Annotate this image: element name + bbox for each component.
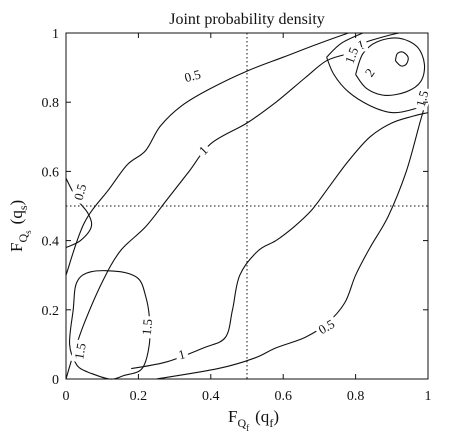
y-tick-label: 0.2 — [42, 304, 60, 319]
x-tick-label: 0.4 — [202, 389, 220, 404]
y-label-main: F — [7, 243, 26, 252]
contour-label-background — [340, 42, 363, 69]
x-tick-label: 0 — [63, 389, 70, 404]
y-label-subsub: s — [23, 230, 33, 234]
contour-label: 1.5 — [413, 89, 432, 109]
contour-lines — [65, 32, 429, 380]
y-tick-label: 0.8 — [42, 96, 60, 111]
contour-line-0-5 — [156, 95, 429, 380]
contour-label: 0.5 — [316, 316, 338, 337]
x-tick-label: 1 — [425, 389, 432, 404]
x-label-arg-close: ) — [273, 407, 279, 426]
contour-label: 1 — [177, 346, 187, 362]
x-tick-label: 0.6 — [274, 389, 292, 404]
contour-label-background — [173, 345, 190, 364]
x-label-sub: Q — [237, 416, 246, 430]
contour-line-1-5 — [68, 270, 151, 380]
contour-line-1-5 — [326, 56, 429, 114]
y-label-arg-sub: s — [16, 205, 30, 210]
y-label-sub: Q — [16, 234, 30, 243]
y-tick-label: 0 — [52, 373, 59, 388]
contour-label-background — [313, 314, 340, 339]
y-tick-label: 1 — [52, 27, 59, 42]
contour-line-1 — [131, 112, 429, 370]
contour-label: 1.5 — [342, 45, 362, 65]
x-label-main: F — [228, 407, 237, 426]
y-axis-ticks: 0 0.2 0.4 0.6 0.8 1 — [42, 27, 428, 388]
y-tick-label: 0.4 — [42, 235, 60, 250]
contour-line-0-5 — [65, 32, 349, 276]
contour-label-background — [70, 339, 90, 364]
x-axis-ticks: 0 0.2 0.4 0.6 0.8 1 — [63, 33, 432, 404]
contour-line-1-5 — [326, 32, 364, 58]
x-tick-label: 0.8 — [347, 389, 365, 404]
contour-label: 1 — [356, 37, 366, 53]
x-label-arg-sub: f — [269, 416, 273, 430]
contour-label: 1.5 — [71, 342, 89, 361]
contour-label: 0.5 — [183, 66, 203, 85]
contour-label-background — [193, 140, 213, 160]
x-tick-label: 0.2 — [130, 389, 148, 404]
contour-label-background — [138, 315, 156, 339]
y-axis-label: FQs(qs) — [7, 200, 33, 252]
x-axis-label: FQf(qf) — [228, 407, 279, 433]
reference-lines — [66, 33, 428, 379]
contour-label-background — [180, 65, 206, 86]
y-label-arg-close: ) — [7, 200, 26, 206]
contour-line-2 — [355, 37, 426, 96]
y-tick-label: 0.6 — [42, 165, 60, 180]
contour-label: 1.5 — [139, 318, 155, 335]
contour-label-background — [411, 86, 433, 112]
chart-title: Joint probability density — [169, 11, 325, 28]
contour-label-background — [360, 63, 380, 82]
contour-label-background — [69, 179, 91, 205]
x-label-subsub: f — [246, 423, 249, 433]
contour-line-1 — [65, 53, 349, 380]
contour-line-2-5 — [394, 51, 409, 67]
x-label-arg-open: (q — [255, 407, 270, 426]
y-label-arg-open: (q — [7, 210, 26, 225]
contour-label: 0.5 — [71, 182, 90, 202]
